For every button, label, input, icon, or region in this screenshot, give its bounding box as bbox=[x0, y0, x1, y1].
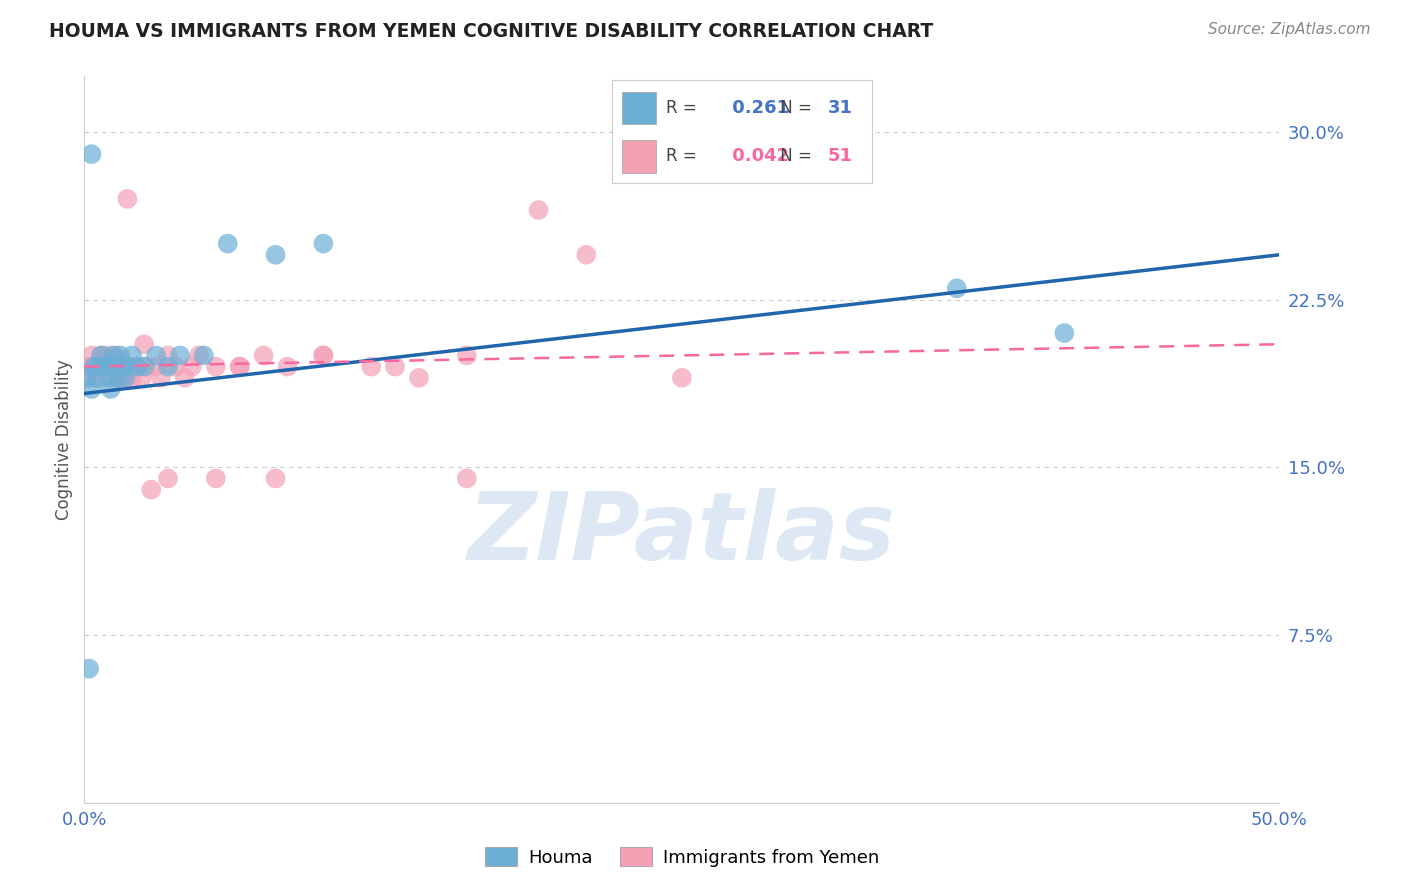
Point bbox=[93, 359, 115, 374]
Point bbox=[100, 382, 122, 396]
Point bbox=[157, 359, 180, 374]
Text: Source: ZipAtlas.com: Source: ZipAtlas.com bbox=[1208, 22, 1371, 37]
Point bbox=[83, 359, 105, 374]
Point bbox=[217, 236, 239, 251]
Legend: Houma, Immigrants from Yemen: Houma, Immigrants from Yemen bbox=[478, 840, 886, 874]
Text: ZIPatlas: ZIPatlas bbox=[468, 488, 896, 580]
Point bbox=[157, 348, 180, 362]
Point bbox=[117, 371, 139, 385]
Point bbox=[117, 359, 139, 374]
Point bbox=[205, 359, 228, 374]
Point bbox=[312, 236, 335, 251]
Text: HOUMA VS IMMIGRANTS FROM YEMEN COGNITIVE DISABILITY CORRELATION CHART: HOUMA VS IMMIGRANTS FROM YEMEN COGNITIVE… bbox=[49, 22, 934, 41]
Point bbox=[100, 371, 122, 385]
Point bbox=[312, 348, 335, 362]
Point bbox=[121, 371, 143, 385]
Point bbox=[80, 382, 103, 396]
Point bbox=[264, 471, 287, 485]
Point bbox=[101, 348, 124, 362]
Point bbox=[264, 248, 287, 262]
Point bbox=[90, 348, 112, 362]
Point bbox=[456, 471, 478, 485]
Point bbox=[97, 359, 120, 374]
FancyBboxPatch shape bbox=[621, 140, 655, 173]
Text: 31: 31 bbox=[828, 99, 852, 117]
Point bbox=[110, 359, 132, 374]
Point bbox=[145, 348, 167, 362]
Point bbox=[76, 371, 98, 385]
Point bbox=[408, 371, 430, 385]
Point bbox=[76, 359, 98, 374]
Point bbox=[132, 359, 156, 374]
Point bbox=[101, 359, 124, 374]
Point bbox=[90, 348, 112, 362]
Point bbox=[80, 147, 103, 161]
Point bbox=[131, 371, 153, 385]
Point bbox=[169, 348, 191, 362]
Point bbox=[253, 348, 276, 362]
Point bbox=[188, 348, 211, 362]
Point bbox=[575, 248, 598, 262]
Point bbox=[384, 359, 406, 374]
Point bbox=[77, 371, 100, 385]
Point bbox=[107, 371, 129, 385]
Point bbox=[86, 371, 108, 385]
Point bbox=[111, 359, 134, 374]
Text: R =: R = bbox=[666, 147, 702, 165]
Point bbox=[117, 192, 139, 206]
Point bbox=[135, 359, 157, 374]
Point bbox=[181, 359, 204, 374]
Point bbox=[149, 371, 172, 385]
Point bbox=[132, 337, 156, 351]
Point bbox=[671, 371, 693, 385]
Point bbox=[229, 359, 252, 374]
Point bbox=[104, 359, 127, 374]
Point bbox=[83, 359, 105, 374]
Point bbox=[114, 371, 136, 385]
Point bbox=[277, 359, 299, 374]
Point bbox=[97, 371, 120, 385]
Point bbox=[193, 348, 215, 362]
Point bbox=[1053, 326, 1076, 340]
Point bbox=[93, 359, 115, 374]
Point bbox=[111, 371, 134, 385]
FancyBboxPatch shape bbox=[621, 92, 655, 124]
Text: 0.261: 0.261 bbox=[725, 99, 789, 117]
Point bbox=[80, 348, 103, 362]
Point bbox=[141, 483, 163, 497]
Point bbox=[946, 281, 969, 295]
Point bbox=[125, 359, 148, 374]
Point bbox=[312, 348, 335, 362]
Point bbox=[165, 359, 187, 374]
Point bbox=[87, 371, 110, 385]
Point bbox=[104, 348, 127, 362]
Point bbox=[145, 359, 167, 374]
Point bbox=[94, 359, 117, 374]
Text: N =: N = bbox=[776, 99, 818, 117]
Point bbox=[121, 348, 143, 362]
Point bbox=[229, 359, 252, 374]
Point bbox=[527, 202, 550, 217]
Point bbox=[110, 348, 132, 362]
Text: R =: R = bbox=[666, 99, 702, 117]
Point bbox=[114, 359, 136, 374]
Point bbox=[118, 359, 141, 374]
Point bbox=[157, 471, 180, 485]
Text: N =: N = bbox=[776, 147, 818, 165]
Point bbox=[107, 371, 129, 385]
Point bbox=[86, 359, 108, 374]
Point bbox=[94, 348, 117, 362]
Point bbox=[77, 662, 100, 676]
Point bbox=[87, 359, 110, 374]
Point bbox=[173, 371, 195, 385]
Point bbox=[360, 359, 382, 374]
Point bbox=[205, 471, 228, 485]
Text: 51: 51 bbox=[828, 147, 852, 165]
Point bbox=[125, 359, 148, 374]
Point bbox=[456, 348, 478, 362]
Y-axis label: Cognitive Disability: Cognitive Disability bbox=[55, 359, 73, 520]
Text: 0.042: 0.042 bbox=[725, 147, 789, 165]
